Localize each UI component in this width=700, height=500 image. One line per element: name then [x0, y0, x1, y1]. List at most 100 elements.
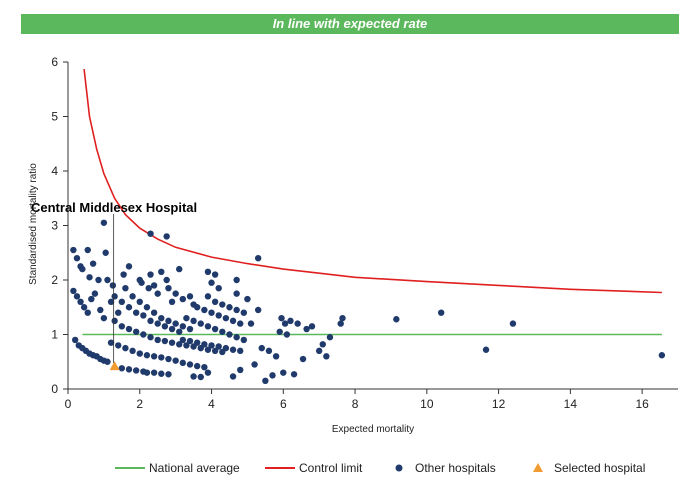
hospital-point [143, 352, 151, 359]
hospital-point [509, 320, 517, 327]
x-tick-label: 0 [65, 397, 72, 411]
hospital-point [73, 255, 81, 262]
hospital-point [208, 309, 215, 316]
hospital-point [172, 357, 179, 364]
hospital-point [315, 347, 323, 355]
hospital-point [211, 325, 219, 333]
hospital-point [158, 314, 165, 322]
hospital-point [125, 304, 133, 311]
hospital-point [229, 346, 237, 353]
y-tick-label: 2 [51, 273, 58, 287]
hospital-point [190, 317, 197, 325]
hospital-point [122, 344, 129, 352]
hospital-point [237, 320, 244, 327]
hospital-point [201, 341, 208, 348]
hospital-point [222, 344, 230, 352]
hospital-point [158, 370, 165, 377]
hospital-point [229, 317, 237, 325]
hospital-point [109, 282, 117, 289]
hospital-point [219, 301, 226, 308]
hospital-point [77, 298, 84, 305]
hospital-point [154, 320, 161, 327]
hospital-point [262, 377, 269, 385]
hospital-point [240, 309, 248, 316]
hospital-point [265, 347, 273, 355]
hospital-point [80, 304, 88, 311]
hospital-point [190, 373, 197, 380]
y-tick-label: 5 [51, 110, 58, 124]
y-axis-title: Standardised mortality ratio [28, 163, 39, 285]
hospital-point [204, 369, 212, 376]
hospital-point [158, 268, 165, 276]
hospital-point [168, 325, 176, 333]
hospital-point [179, 323, 187, 330]
hospital-point [186, 337, 194, 345]
hospital-point [290, 371, 298, 378]
hospital-point [283, 331, 291, 338]
hospital-point [201, 306, 208, 314]
legend-item-national-average: National average [115, 458, 255, 478]
hospital-point [163, 233, 170, 240]
hospital-point [111, 317, 118, 325]
hospital-point [97, 306, 104, 314]
hospital-point [233, 290, 240, 297]
hospital-point [147, 230, 154, 237]
legend-item-control-limit: Control limit [265, 458, 385, 478]
hospital-point [165, 317, 172, 325]
legend-label: Control limit [299, 461, 363, 475]
hospital-point [107, 339, 115, 346]
control-limit-line [83, 69, 662, 294]
hospital-point [272, 353, 280, 360]
hospital-point [154, 336, 161, 344]
hospital-point [73, 293, 81, 300]
hospital-point [222, 314, 230, 322]
x-tick-label: 4 [208, 397, 215, 411]
hospital-point [88, 295, 95, 303]
hospital-point [294, 320, 301, 327]
hospital-point [258, 344, 265, 352]
hospital-point [132, 367, 140, 374]
hospital-point [278, 314, 285, 322]
hospital-point [211, 271, 219, 278]
control-limit-line-icon [265, 467, 295, 469]
circle-marker-icon [395, 464, 403, 472]
hospital-point [233, 334, 240, 341]
hospital-point [308, 323, 316, 330]
y-tick-label: 1 [51, 328, 58, 342]
hospital-point [233, 276, 240, 284]
hospital-point [71, 336, 79, 344]
hospital-point [154, 290, 161, 297]
hospital-point [147, 271, 154, 278]
hospital-point [138, 279, 145, 286]
hospital-point [482, 346, 490, 353]
hospital-point [172, 320, 179, 327]
hospital-point [281, 320, 289, 327]
hospital-point [193, 339, 201, 346]
national-average-line-icon [115, 467, 145, 469]
hospital-point [276, 328, 283, 335]
hospital-point [186, 325, 194, 333]
hospital-point [280, 369, 287, 376]
hospital-point [393, 316, 400, 323]
data-layer [70, 69, 666, 385]
hospital-point [100, 219, 108, 226]
x-tick-label: 12 [492, 397, 506, 411]
hospital-point [211, 347, 219, 355]
hospital-point [118, 298, 126, 305]
hospital-point [226, 331, 233, 338]
hospital-point [176, 265, 183, 273]
x-tick-label: 8 [352, 397, 359, 411]
hospital-point [125, 325, 133, 333]
hospital-point [204, 323, 212, 330]
hospital-point [303, 325, 310, 333]
hospital-point [201, 364, 208, 371]
hospital-point [125, 366, 133, 373]
annotation-label: Central Middlesex Hospital [31, 200, 197, 215]
legend-label: Selected hospital [554, 461, 646, 475]
hospital-point [145, 284, 152, 292]
hospital-point [183, 314, 190, 322]
y-tick-label: 4 [51, 164, 58, 178]
hospital-point [287, 317, 294, 325]
hospital-point [204, 268, 212, 276]
